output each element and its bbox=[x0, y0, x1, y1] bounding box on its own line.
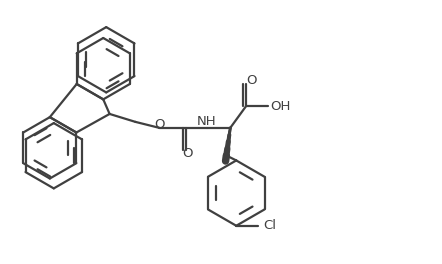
Text: O: O bbox=[183, 147, 193, 160]
Text: O: O bbox=[154, 118, 164, 131]
Text: O: O bbox=[246, 74, 256, 87]
Text: NH: NH bbox=[197, 115, 217, 128]
Text: OH: OH bbox=[271, 100, 291, 112]
Text: Cl: Cl bbox=[263, 219, 276, 232]
